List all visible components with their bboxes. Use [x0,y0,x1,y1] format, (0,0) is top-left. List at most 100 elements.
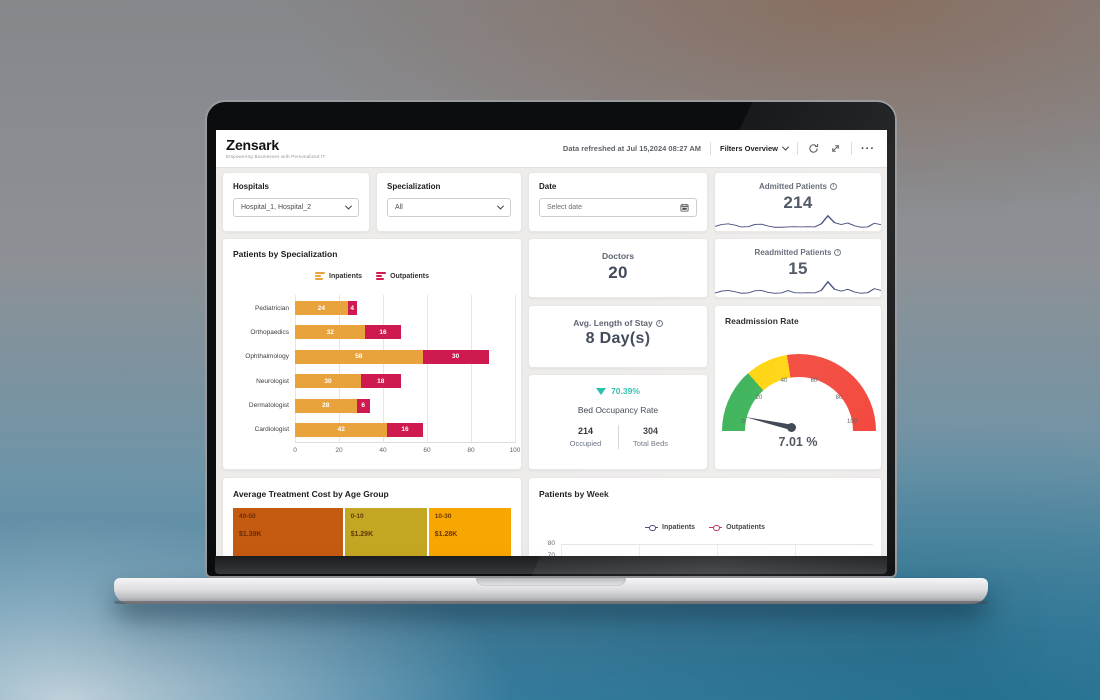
readmitted-patients-card: Readmitted Patients 15 [714,238,882,298]
outpatients-bar-segment[interactable]: 4 [347,301,357,315]
total-beds-label: Total Beds [632,439,669,448]
admitted-sparkline [715,214,881,228]
occupied-value: 214 [577,426,594,436]
triangle-down-icon [596,387,607,395]
spec-chart-gridlines [295,295,516,443]
total-beds-stat: 304 Total Beds [629,426,673,448]
more-options-button[interactable]: ··· [861,142,875,155]
filters-overview-button[interactable]: Filters Overview [720,143,790,153]
tile-label: 40-50 [239,513,256,520]
outpatients-bar-segment[interactable]: 16 [365,325,401,340]
outpatients-legend-label: Outpatients [726,524,765,531]
outpatients-bar-segment[interactable]: 30 [422,349,489,364]
avg-los-value: 8 Day(s) [585,330,651,347]
x-axis-tick: 40 [379,447,387,454]
tile-label: 0-10 [350,513,364,520]
outpatients-bar-segment[interactable]: 16 [387,422,423,437]
inpatients-bar-segment[interactable]: 28 [295,398,357,413]
occupied-label: Occupied [569,439,602,448]
patients-by-week-title: Patients by Week [539,489,609,499]
topbar-actions: Data refreshed at Jul 15,2024 08:27 AM F… [563,142,875,155]
gauge-tick: 0 [741,419,745,425]
readmitted-patients-label: Readmitted Patients [754,248,832,257]
date-filter-card: Date Select date [528,172,708,232]
legend-outpatients[interactable]: Outpatients [376,272,429,280]
spec-chart-plot: Pediatrician 24 4 Orthopaedics 32 16 Ophth… [229,301,513,437]
bar-row-orthopaedics: Orthopaedics 32 16 [229,325,513,340]
brand-logo-mark: Z [226,137,235,154]
bar-row-dermatologist: Dermatologist 28 6 [229,398,513,413]
info-icon[interactable] [655,319,663,327]
outpatients-bar-segment[interactable]: 18 [361,374,401,389]
bed-occupancy-stats: 214 Occupied 304 Total Beds [564,425,673,449]
bar-row-neurologist: Neurologist 30 18 [229,374,513,389]
tile-label: 10-30 [434,513,452,520]
readmission-rate-title: Readmission Rate [725,316,799,326]
specialization-filter-card: Specialization All [376,172,522,232]
info-icon[interactable] [834,249,842,256]
readmitted-sparkline [715,280,881,294]
legend-outpatients[interactable]: Outpatients [709,524,765,532]
gauge-hub [787,422,796,432]
hospitals-select-value: Hospital_1, Hospital_2 [241,204,312,211]
inpatients-bar-segment[interactable]: 42 [295,422,388,437]
total-beds-value: 304 [642,426,659,436]
x-axis-tick: 100 [509,447,521,454]
inpatients-line-marker-icon [645,524,659,532]
bar-category-label: Cardiologist [254,426,289,434]
chevron-down-icon [496,202,505,210]
inpatients-legend-icon [315,272,326,280]
refresh-button[interactable] [807,142,820,155]
laptop-base [114,578,988,604]
bar-row-pediatrician: Pediatrician 24 4 [229,301,513,315]
bed-occupancy-card: 70.39% Bed Occupancy Rate 214 Occupied 3… [528,374,708,470]
occupied-stat: 214 Occupied [564,426,608,448]
x-axis-tick: 80 [467,447,475,454]
readmitted-patients-title: Readmitted Patients [755,248,842,257]
inpatients-bar-segment[interactable]: 24 [295,301,348,315]
gauge-tick: 40 [780,378,788,384]
legend-inpatients[interactable]: Inpatients [645,524,696,532]
hospitals-filter-label: Hospitals [233,182,270,191]
treemap-tile-0-10[interactable]: 0-10 $1.29K [344,508,427,556]
outpatients-legend-icon [376,272,387,280]
week-chart-legend: Inpatients Outpatients [529,524,881,532]
expand-button[interactable] [829,142,842,155]
bar-row-ophthalmology: Ophthalmology 58 30 [229,349,513,364]
gauge-tick: 80 [835,395,843,401]
inpatients-bar-segment[interactable]: 58 [295,349,423,364]
treemap: 40-50 $1.39K 0-10 $1.29K 10-30 $1.28K [233,508,511,556]
admitted-patients-title: Admitted Patients [759,182,837,191]
divider [710,142,712,155]
avg-los-title: Avg. Length of Stay [573,318,663,328]
admitted-patients-card: Admitted Patients 214 [714,172,882,232]
specialization-select-value: All [395,204,403,211]
laptop-screen: Zensark Empowering Businesses with Perso… [216,130,887,556]
legend-inpatients[interactable]: Inpatients [315,272,362,280]
app-topbar: Zensark Empowering Businesses with Perso… [216,130,887,168]
calendar-icon [680,199,689,217]
outpatients-legend-label: Outpatients [390,272,429,280]
treemap-tile-10-30[interactable]: 10-30 $1.28K [428,508,511,556]
filters-overview-label: Filters Overview [720,144,778,153]
data-refreshed-text: Data refreshed at Jul 15,2024 08:27 AM [562,144,702,153]
treemap-tile-40-50[interactable]: 40-50 $1.39K [233,508,343,556]
divider [617,425,619,449]
bar-category-label: Pediatrician [255,304,289,312]
inpatients-bar-segment[interactable]: 32 [295,325,366,340]
avg-treatment-cost-card: Average Treatment Cost by Age Group 40-5… [222,477,522,556]
x-axis-tick: 20 [335,447,343,454]
specialization-select[interactable]: All [387,198,511,217]
info-icon[interactable] [830,183,837,190]
hospitals-select[interactable]: Hospital_1, Hospital_2 [233,198,359,217]
tile-value: $1.29K [350,531,374,538]
bar-category-label: Orthopaedics [250,328,289,336]
inpatients-legend-label: Inpatients [662,524,696,531]
admitted-patients-label: Admitted Patients [758,182,827,191]
date-input[interactable]: Select date [539,198,697,217]
inpatients-bar-segment[interactable]: 30 [295,374,361,389]
outpatients-bar-segment[interactable]: 6 [356,398,370,413]
laptop-base-edge [114,601,988,604]
patients-by-specialization-card: Patients by Specialization Inpatients Ou… [222,238,522,470]
